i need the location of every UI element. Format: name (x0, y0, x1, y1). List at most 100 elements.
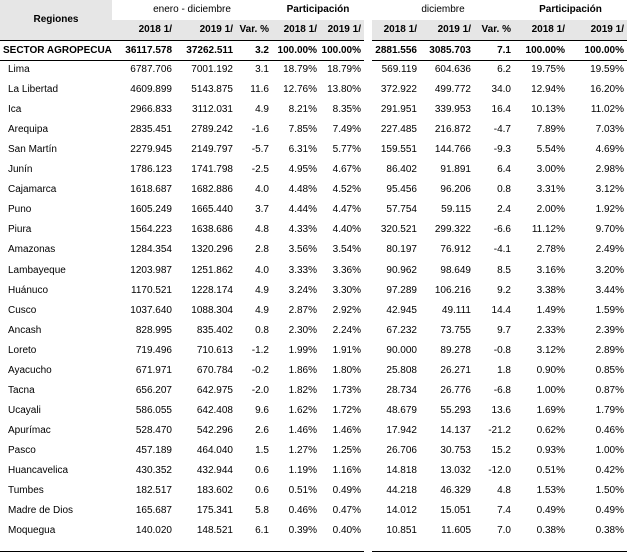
cell-value: -9.3 (493, 144, 511, 156)
cell-value: 1665.440 (191, 204, 233, 216)
region-name: La Libertad (8, 84, 59, 96)
rule (0, 551, 364, 552)
cell-value: 4.8 (255, 224, 269, 236)
column-header: 2019 1/ (568, 20, 627, 40)
cell-value: 0.42% (595, 465, 624, 476)
cell-value: 0.51% (288, 485, 317, 497)
cell-value: 2.4 (497, 204, 511, 216)
rule (372, 551, 627, 552)
cell-value: 18.79% (283, 64, 317, 75)
cell-value: 1786.123 (130, 164, 172, 176)
cell-value: 3.33% (288, 264, 317, 276)
cell-value: 1.73% (332, 384, 361, 396)
region-name: Ucayali (8, 404, 41, 416)
cell-value: 2835.451 (130, 124, 172, 136)
cell-value: -2.5 (251, 164, 269, 176)
cell-value: 5.77% (332, 144, 361, 156)
cell-value: 19.59% (590, 64, 624, 75)
cell-value: 2966.833 (130, 104, 172, 116)
region-name: Apurímac (8, 424, 51, 436)
cell-value: 1037.640 (130, 304, 172, 316)
cell-value: 148.521 (196, 525, 233, 537)
cell-value: -6.8 (493, 384, 511, 396)
rule (0, 60, 364, 61)
cell-value: -1.2 (251, 344, 269, 356)
cell-value: 12.94% (531, 84, 565, 96)
cell-value: 464.040 (196, 444, 233, 456)
cell-value: 1.53% (536, 485, 565, 497)
cell-value: 86.402 (386, 164, 417, 176)
cell-value: 46.329 (440, 485, 471, 497)
cell-value: 642.408 (196, 404, 233, 416)
cell-value: 59.115 (441, 204, 471, 216)
cell-value: 0.47% (332, 505, 361, 517)
cell-value: 0.40% (332, 525, 361, 537)
cell-value: 6.1 (255, 525, 269, 537)
cell-value: 2.78% (536, 244, 565, 256)
cell-value: 835.402 (196, 324, 233, 336)
cell-value: 1.69% (536, 404, 565, 416)
cell-value: 0.46% (595, 424, 624, 436)
cell-value: 2.00% (536, 204, 565, 216)
cell-value: 90.962 (386, 264, 417, 276)
cell-value: 183.602 (196, 485, 233, 497)
cell-value: 828.995 (135, 324, 172, 336)
region-name: Moquegua (8, 525, 56, 537)
cell-value: 0.51% (536, 465, 565, 476)
cell-value: 1.82% (288, 384, 317, 396)
cell-value: 1.62% (288, 404, 317, 416)
cell-value: 216.872 (434, 124, 471, 136)
total-value: 100.00% (277, 45, 317, 56)
cell-value: 4.40% (332, 224, 361, 236)
total-value: 37262.511 (186, 45, 233, 56)
cell-value: 1741.798 (191, 164, 233, 176)
cell-value: 3.20% (595, 264, 624, 276)
cell-value: 1618.687 (130, 184, 172, 196)
cell-value: 140.020 (135, 525, 172, 537)
cell-value: 227.485 (380, 124, 417, 136)
cell-value: 0.46% (288, 505, 317, 517)
cell-value: 14.4 (491, 304, 511, 316)
column-header: 2018 1/ (272, 20, 320, 40)
cell-value: 0.6 (255, 465, 269, 476)
total-value: 2881.556 (375, 45, 417, 56)
cell-value: 2.87% (288, 304, 317, 316)
cell-value: 9.2 (497, 284, 511, 296)
cell-value: -2.0 (251, 384, 269, 396)
cell-value: 15.051 (440, 505, 471, 517)
cell-value: 2.33% (536, 324, 565, 336)
rule (372, 60, 627, 61)
cell-value: 1.27% (288, 444, 317, 456)
cell-value: 26.776 (440, 384, 471, 396)
cell-value: 96.206 (440, 184, 471, 196)
cell-value: 1320.296 (191, 244, 233, 256)
cell-value: 604.636 (434, 64, 471, 75)
cell-value: 7.03% (595, 124, 624, 136)
cell-value: 1.92% (595, 204, 624, 216)
cell-value: 1682.886 (191, 184, 233, 196)
cell-value: 2.39% (595, 324, 624, 336)
cell-value: 11.6 (250, 84, 269, 96)
cell-value: 0.49% (536, 505, 565, 517)
cell-value: 4.9 (255, 304, 269, 316)
cell-value: 19.75% (531, 64, 565, 75)
cell-value: -4.1 (493, 244, 511, 256)
region-name: Huancavelica (8, 465, 69, 476)
cell-value: 1.80% (332, 364, 361, 376)
cell-value: 1.00% (595, 444, 624, 456)
cell-value: 1.79% (595, 404, 624, 416)
cell-value: 1.50% (595, 485, 624, 497)
region-name: Cusco (8, 304, 37, 316)
cell-value: 44.218 (386, 485, 417, 497)
cell-value: 42.945 (386, 304, 417, 316)
cell-value: 1088.304 (191, 304, 233, 316)
cell-value: 8.5 (497, 264, 511, 276)
cell-value: 1228.174 (191, 284, 233, 296)
cell-value: 12.76% (283, 84, 317, 96)
cell-value: 1.46% (332, 424, 361, 436)
cell-value: 4.95% (288, 164, 317, 176)
cell-value: 8.21% (288, 104, 317, 116)
region-name: Lambayeque (8, 264, 66, 276)
cell-value: 95.456 (386, 184, 417, 196)
region-name: Ica (8, 104, 22, 116)
